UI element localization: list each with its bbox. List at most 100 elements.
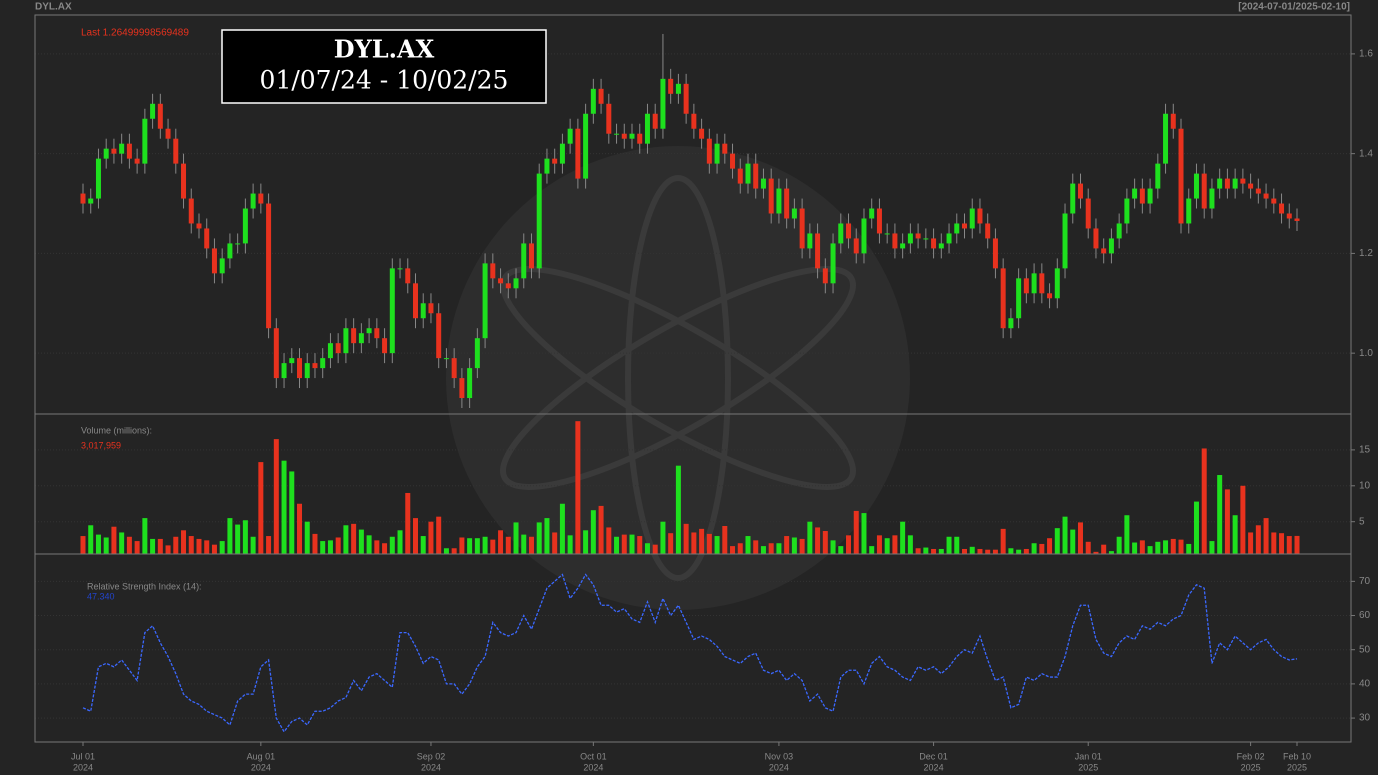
volume-bar (799, 538, 805, 554)
candle-body (869, 208, 875, 219)
volume-bar (1186, 543, 1192, 554)
candle-body (1016, 278, 1022, 319)
volume-bar (1263, 518, 1269, 554)
candle-body (1294, 218, 1300, 221)
volume-bar (1070, 529, 1076, 554)
volume-bar (776, 543, 782, 554)
volume-bar (614, 536, 620, 554)
y-tick-label: 10 (1359, 480, 1371, 491)
candle-body (884, 233, 890, 235)
volume-bar (575, 421, 581, 554)
x-tick-year: 2025 (1078, 762, 1098, 772)
volume-bar (312, 533, 318, 554)
volume-bar (1124, 515, 1130, 554)
candle-body (946, 233, 952, 244)
candle-body (1178, 128, 1184, 224)
candle-body (799, 208, 805, 249)
volume-bar (1217, 475, 1223, 554)
x-tick-label: Jan 01 (1075, 751, 1102, 761)
volume-bar (490, 539, 496, 554)
candle-body (382, 338, 388, 354)
volume-bar (412, 518, 418, 554)
candle-body (590, 88, 596, 114)
candle-body (165, 128, 171, 139)
volume-bar (188, 536, 194, 554)
candle-body (706, 138, 712, 164)
candle-body (900, 243, 906, 249)
chart-title: DYL.AX (334, 35, 435, 64)
volume-bar (1170, 538, 1176, 554)
volume-bar (142, 518, 148, 554)
candle-body (498, 278, 504, 284)
volume-bar (467, 538, 473, 554)
candle-body (575, 128, 581, 179)
candle-body (1147, 188, 1153, 204)
volume-bar (297, 503, 303, 554)
volume-bar (606, 527, 612, 554)
candle-body (204, 228, 210, 249)
volume-bar (737, 543, 743, 554)
candle-body (1186, 198, 1192, 224)
volume-bar (1008, 548, 1014, 554)
volume-bar (80, 536, 86, 554)
volume-bar (382, 543, 388, 554)
candle-body (1155, 163, 1161, 189)
volume-bar (598, 505, 604, 554)
candle-body (830, 243, 836, 284)
candle-body (436, 313, 442, 359)
candle-body (80, 193, 86, 204)
volume-bar (327, 540, 333, 554)
candle-body (621, 133, 627, 139)
x-tick-label: Feb 02 (1237, 751, 1265, 761)
rsi-last: 47.340 (87, 591, 115, 601)
x-tick-year: 2024 (251, 762, 271, 772)
candle-body (474, 338, 480, 369)
volume-bar (366, 535, 372, 554)
candle-body (1008, 318, 1014, 329)
candle-body (745, 163, 751, 184)
volume-bar (683, 523, 689, 554)
candle-body (629, 133, 635, 139)
volume-bar (946, 536, 952, 554)
candle-body (126, 143, 132, 159)
volume-bar (88, 525, 94, 554)
candle-body (1093, 228, 1099, 249)
candle-body (1286, 213, 1292, 219)
candle-body (822, 268, 828, 284)
volume-bar (219, 541, 225, 554)
volume-bar (513, 522, 519, 554)
volume-bar (1039, 543, 1045, 554)
volume-bar (173, 536, 179, 554)
volume-bar (498, 530, 504, 554)
y-tick-label: 60 (1359, 610, 1371, 621)
y-tick-label: 1.0 (1359, 348, 1373, 359)
candle-body (1108, 238, 1114, 254)
volume-bar (181, 530, 187, 554)
candle-body (443, 358, 449, 360)
volume-bar (1232, 515, 1238, 554)
volume-bar (428, 521, 434, 554)
candle-body (1193, 173, 1199, 199)
candle-body (699, 128, 705, 139)
volume-bar (644, 543, 650, 554)
volume-bar (1193, 501, 1199, 554)
candle-body (876, 208, 882, 234)
candle-body (536, 173, 542, 269)
volume-bar (335, 537, 341, 554)
candle-body (142, 118, 148, 164)
candle-body (1101, 248, 1107, 254)
candle-body (451, 358, 457, 379)
volume-bar (784, 536, 790, 554)
rsi-label: Relative Strength Index (14): (87, 581, 202, 591)
volume-bar (892, 535, 898, 554)
volume-bar (1209, 541, 1215, 554)
candle-body (358, 333, 364, 344)
volume-bar (969, 546, 975, 554)
volume-bar (119, 532, 125, 554)
candle-body (861, 218, 867, 254)
volume-bar (343, 525, 349, 554)
volume-bar (211, 544, 217, 554)
candle-body (412, 283, 418, 319)
volume-bar (884, 538, 890, 554)
candle-body (760, 178, 766, 189)
